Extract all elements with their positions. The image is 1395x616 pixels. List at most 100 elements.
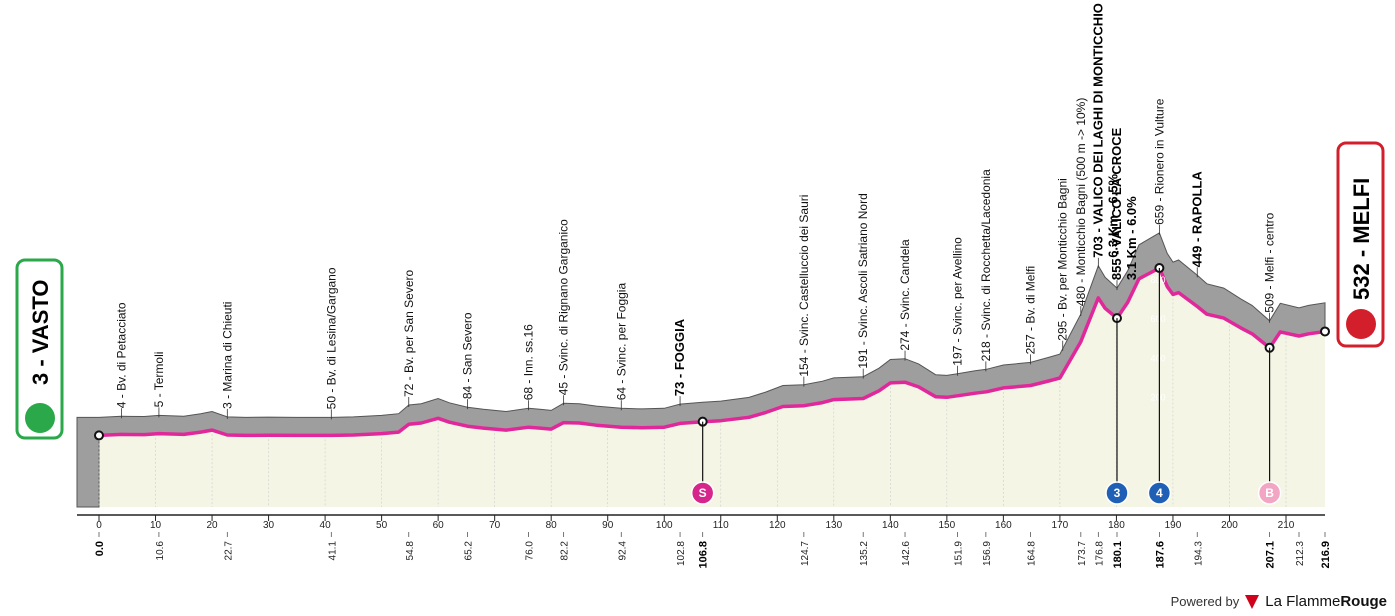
waypoint-label: 480 - Monticchio Bagni (500 m -> 10%) [1074,98,1088,306]
km-label: 187.6 [1154,541,1166,569]
marker-badge [1147,481,1172,505]
km-tick-label: 160 [995,520,1012,531]
km-tick-label: 190 [1165,520,1182,531]
waypoint-alt: 191 - [856,338,870,369]
waypoint-name: Svinc. Candela [898,239,912,320]
km-label: 76.0 [525,541,536,561]
finish-bike-icon [1346,309,1376,339]
altitude-tick-label: 800 [1150,275,1165,285]
waypoint-name: FOGGIA [672,318,687,370]
waypoint-name: Bv. di Petacciato [115,302,129,391]
waypoint-alt: 449 - [1189,234,1204,267]
waypoint-label: 449 - RAPOLLA [1189,171,1204,268]
km-label: 151.9 [954,541,965,566]
waypoint-alt: 68 - [522,376,536,400]
marker-label: S [699,486,707,500]
waypoint-name: Bv. per San Severo [402,270,416,373]
km-label: 82.2 [560,541,571,561]
start-box [15,258,64,440]
km-tick-label: 10 [150,520,162,531]
waypoint-name: Bv. per Monticchio Bagni [1056,178,1070,310]
waypoint-label: 72 - Bv. per San Severo [402,270,416,398]
km-tick-label: 120 [769,520,786,531]
waypoint-name: Termoli [152,352,166,391]
waypoint-alt: 257 - [1024,324,1038,355]
km-tick-label: 70 [489,520,501,531]
km-tick-label: 80 [546,520,558,531]
waypoint-name: VALICO LA CROCE [1109,127,1124,246]
km-tick-label: 110 [713,520,729,531]
start-finish: 3 - VASTO 532 - MELFI [15,141,1385,441]
marker-label: 4 [1156,486,1163,500]
waypoint-alt: 45 - [557,371,571,395]
waypoint-name: Svinc. Castelluccio dei Sauri [797,195,811,346]
flame-logo-icon [1245,594,1260,609]
km-tick-label: 100 [656,520,673,531]
km-tick-label: 20 [206,520,218,531]
km-label: 54.8 [405,541,416,561]
km-tick-label: 180 [1108,520,1125,531]
km-tick-label: 150 [939,520,956,531]
waypoint-label: 659 - Rionero in Vulture [1152,98,1166,225]
waypoint-label: 274 - Svinc. Candela [898,239,912,351]
start-label: 3 - VASTO [28,279,53,385]
km-labels: 0.0 10.6 22.7 41.1 54.8 65.2 76.0 82.2 92.4 102.8… [94,532,1332,569]
km-label: 216.9 [1320,541,1332,569]
start-bike-icon [25,403,55,433]
waypoint-label: 5 - Termoli [152,352,166,408]
km-tick-label: 50 [376,520,388,531]
km-tick-label: 170 [1052,520,1069,531]
finish-box [1336,141,1385,348]
waypoint-alt: 3 - [220,392,234,409]
waypoint-alt: 197 - [951,335,965,366]
waypoint-alt: 73 - [672,370,687,396]
km-label: 135.2 [859,541,870,566]
waypoint-label: 50 - Bv. di Lesina/Gargano [324,267,338,409]
km-label: 156.9 [982,541,993,566]
waypoint-alt: 50 - [324,385,338,409]
waypoint-label: 45 - Svinc. di Rignano Garganico [557,219,571,395]
waypoint-alt: 72 - [402,373,416,397]
km-label: 0.0 [94,541,106,556]
waypoint-name: San Severo [461,312,475,375]
waypoint-alt: 855 - [1109,247,1124,280]
waypoint-label: 509 - Melfi - centro [1263,212,1277,312]
marker-badge [690,481,715,505]
waypoint-alt: 4 - [115,391,129,408]
climb-details: 3.1 Km - 6.0% [1124,196,1139,280]
waypoint-name: RAPOLLA [1189,171,1204,234]
climb-details: 6.3 Km - 6.5% [1105,174,1120,258]
km-label: 142.6 [901,541,912,566]
km-label: 41.1 [327,541,338,561]
km-label: 92.4 [617,541,628,561]
waypoint-name: Melfi - centro [1263,212,1277,282]
altitude-tick-label: 600 [1150,314,1165,324]
waypoint-label: 703 - VALICO DEI LAGHI DI MONTICCHIO [1090,3,1105,258]
km-label: 102.8 [676,541,687,566]
plain-area [99,268,1325,507]
waypoint-alt: 274 - [898,320,912,351]
waypoint-alt: 509 - [1263,282,1277,313]
km-tick-label: 200 [1221,520,1238,531]
waypoint-labels: 4 - Bv. di Petacciato 5 - Termoli 3 - Mari… [115,3,1277,420]
km-label: 22.7 [223,541,234,561]
waypoint-label: 295 - Bv. per Monticchio Bagni [1056,178,1070,341]
waypoint-label: 191 - Svinc. Ascoli Satriano Nord [856,193,870,368]
road-line [98,266,1326,438]
km-label: 106.8 [698,541,710,569]
waypoint-label: 154 - Svinc. Castelluccio dei Sauri [797,195,811,377]
waypoint-label: 84 - San Severo [461,312,475,399]
road-path [98,266,1326,438]
waypoint-name: Rionero in Vulture [1152,98,1166,194]
km-tick-label: 40 [320,520,332,531]
marker-badge [1105,481,1129,505]
waypoint-label: 68 - Inn. ss.16 [522,324,536,400]
waypoint-name: Marina di Chieuti [220,302,234,392]
waypoint-alt: 659 - [1152,194,1166,225]
km-axis: 0 10 20 30 40 50 60 70 80 90 100 110 120 130 140 150 160… [77,514,1325,531]
waypoint-name: Monticchio Bagni (500 m -> 10%) [1074,98,1088,276]
km-label: 65.2 [464,541,475,561]
waypoint-alt: 154 - [797,346,811,377]
waypoint-label: 73 - FOGGIA [672,318,687,396]
